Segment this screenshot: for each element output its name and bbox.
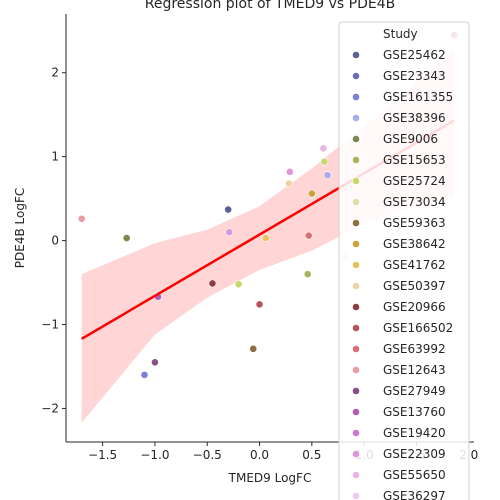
legend-label: GSE73034 (383, 195, 446, 209)
data-point (151, 358, 159, 367)
legend-marker (352, 198, 360, 206)
legend-marker (352, 429, 360, 437)
data-point (255, 300, 264, 309)
data-point (261, 234, 270, 242)
data-point (224, 205, 233, 214)
x-tick-label: 0.5 (302, 448, 321, 462)
legend-label: GSE41762 (383, 258, 446, 272)
y-axis-label: PDE4B LogFC (13, 188, 27, 268)
data-point (303, 270, 312, 279)
x-tick-label: −0.5 (193, 448, 222, 462)
legend-label: GSE13760 (383, 405, 446, 419)
y-tick-label: 0 (51, 234, 59, 248)
legend-label: GSE55650 (383, 468, 446, 482)
legend: Study GSE25462GSE23343GSE161355GSE38396G… (338, 21, 470, 500)
data-point (208, 279, 217, 288)
x-axis-label: TMED9 LogFC (228, 471, 312, 485)
legend-marker (352, 387, 360, 395)
data-point (307, 189, 316, 198)
legend-marker (352, 177, 360, 185)
legend-marker (352, 324, 360, 332)
data-point (234, 280, 243, 289)
data-point (77, 214, 86, 223)
legend-marker (352, 303, 360, 311)
data-point (225, 228, 234, 237)
data-point (320, 157, 329, 166)
data-point (319, 144, 328, 153)
legend-items: GSE25462 GSE23343 GSE161355 GSE38396 GSE9006… (352, 48, 453, 500)
legend-marker (352, 450, 360, 458)
y-tick-label: −1 (41, 318, 59, 332)
legend-label: GSE25462 (383, 48, 446, 62)
data-point (323, 171, 332, 180)
legend-marker (352, 135, 360, 143)
legend-label: GSE25724 (383, 174, 446, 188)
legend-label: GSE161355 (383, 90, 453, 104)
legend-marker (352, 282, 360, 290)
legend-label: GSE63992 (383, 342, 446, 356)
legend-label: GSE166502 (383, 321, 453, 335)
legend-marker (352, 240, 360, 248)
legend-label: GSE36297 (383, 489, 446, 500)
legend-label: GSE12643 (383, 363, 446, 377)
legend-label: GSE15653 (383, 153, 446, 167)
data-point (285, 167, 294, 176)
legend-label: GSE59363 (383, 216, 446, 230)
legend-label: GSE38642 (383, 237, 446, 251)
legend-marker (352, 366, 360, 374)
legend-marker (352, 492, 360, 500)
legend-marker (352, 114, 360, 122)
legend-marker (352, 72, 360, 80)
legend-marker (352, 156, 360, 164)
y-ticks: −2 −1 0 1 2 (41, 66, 66, 415)
data-point (122, 234, 131, 242)
legend-marker (352, 261, 360, 269)
legend-label: GSE50397 (383, 279, 446, 293)
y-tick-label: −2 (41, 401, 59, 415)
data-point (140, 370, 149, 379)
data-point (249, 344, 258, 353)
legend-label: GSE19420 (383, 426, 446, 440)
y-tick-label: 1 (51, 150, 59, 164)
legend-marker (352, 471, 360, 479)
chart-title: Regression plot of TMED9 vs PDE4B (145, 0, 395, 12)
legend-label: GSE9006 (383, 132, 438, 146)
legend-marker (352, 408, 360, 416)
legend-label: GSE22309 (383, 447, 446, 461)
x-tick-label: −1.5 (88, 448, 117, 462)
legend-label: GSE23343 (383, 69, 446, 83)
x-tick-label: 0.0 (250, 448, 269, 462)
legend-marker (352, 93, 360, 101)
legend-title: Study (383, 27, 418, 41)
legend-marker (352, 345, 360, 353)
legend-label: GSE38396 (383, 111, 446, 125)
legend-label: GSE20966 (383, 300, 446, 314)
legend-frame (338, 21, 470, 500)
data-point (284, 179, 293, 188)
x-tick-label: −1.0 (140, 448, 169, 462)
legend-marker (352, 51, 360, 59)
legend-marker (352, 219, 360, 227)
points-layer (77, 31, 459, 379)
y-tick-label: 2 (51, 66, 59, 80)
legend-label: GSE27949 (383, 384, 446, 398)
data-point (304, 231, 313, 240)
